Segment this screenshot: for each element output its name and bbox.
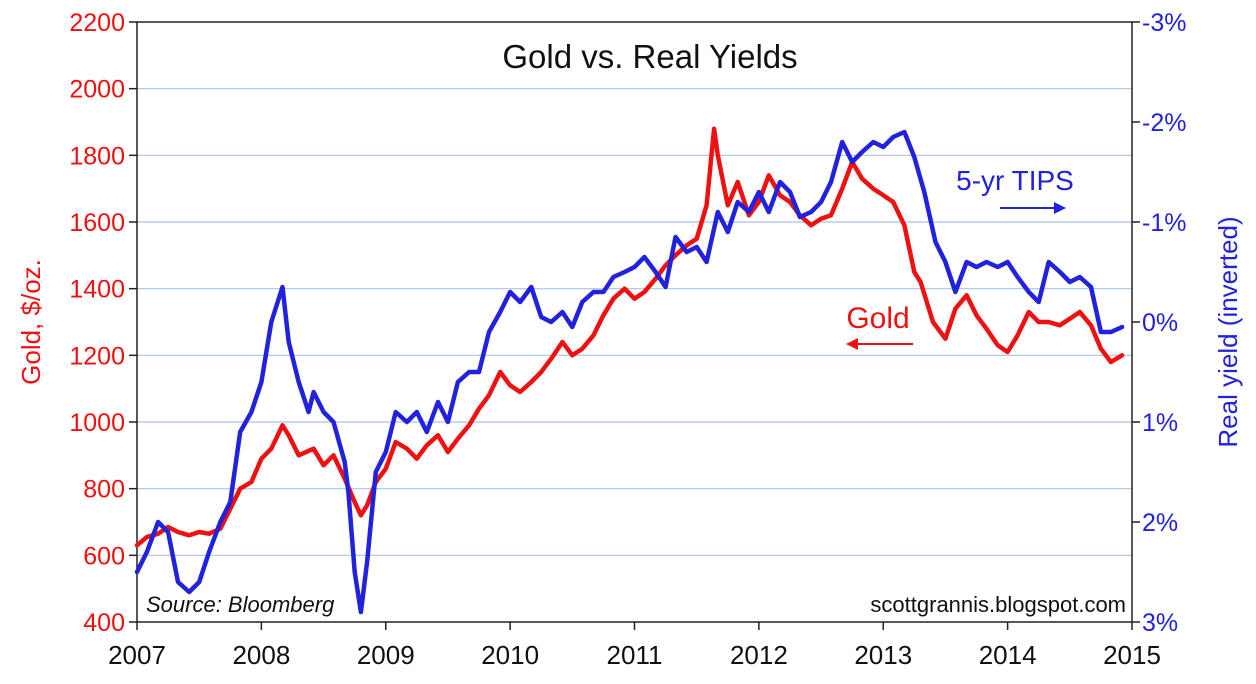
x-tick-label: 2010 — [481, 640, 539, 670]
right-tick-label: 1% — [1142, 409, 1178, 437]
left-tick-label: 1600 — [69, 209, 125, 237]
left-tick-label: 400 — [83, 609, 125, 637]
tips-annotation: 5-yr TIPS — [956, 165, 1074, 214]
x-tick-label: 2007 — [108, 640, 166, 670]
left-tick-label: 1000 — [69, 409, 125, 437]
tips-annotation-label: 5-yr TIPS — [956, 165, 1074, 196]
x-tick-label: 2013 — [854, 640, 912, 670]
left-tick-label: 1800 — [69, 142, 125, 170]
source-note: Source: Bloomberg — [146, 592, 335, 617]
grid-lines — [137, 88, 1132, 556]
tips-arrow-head — [1054, 202, 1066, 214]
left-tick-label: 2000 — [69, 76, 125, 104]
right-tick-label: 3% — [1142, 609, 1178, 637]
x-tick-label: 2008 — [232, 640, 290, 670]
right-tick-label: -2% — [1142, 109, 1186, 137]
left-tick-label: 2200 — [69, 9, 125, 37]
gold-arrow-head — [846, 338, 858, 350]
gold-annotation: Gold — [846, 302, 913, 350]
right-tick-label: -1% — [1142, 209, 1186, 237]
left-tick-label: 600 — [83, 542, 125, 570]
left-tick-label: 800 — [83, 476, 125, 504]
right-tick-label: 2% — [1142, 509, 1178, 537]
right-tick-label: 0% — [1142, 309, 1178, 337]
right-axis-ticks: 3% 2% 1% 0% -1% -2% -3% — [1132, 9, 1186, 637]
gold-series-line — [134, 126, 1125, 548]
credit-note: scottgrannis.blogspot.com — [870, 592, 1126, 617]
x-axis-ticks: 2007 2008 2009 2010 2011 2012 2013 2014 2015 — [108, 622, 1161, 670]
left-tick-label: 1200 — [69, 342, 125, 370]
right-tick-label: -3% — [1142, 9, 1186, 37]
gold-annotation-label: Gold — [846, 302, 909, 335]
left-axis-ticks: 400 600 800 1000 1200 1400 1600 1800 2000 2200 — [69, 9, 137, 637]
chart-title: Gold vs. Real Yields — [502, 38, 797, 75]
x-tick-label: 2012 — [730, 640, 788, 670]
x-tick-label: 2014 — [979, 640, 1037, 670]
left-tick-label: 1400 — [69, 276, 125, 304]
left-axis-label: Gold, $/oz. — [16, 259, 46, 385]
tips-series-line — [134, 129, 1125, 615]
x-tick-label: 2015 — [1103, 640, 1161, 670]
x-tick-label: 2011 — [607, 640, 663, 670]
series-layer — [134, 126, 1125, 615]
right-axis-label: Real yield (inverted) — [1213, 216, 1243, 447]
x-tick-label: 2009 — [357, 640, 415, 670]
